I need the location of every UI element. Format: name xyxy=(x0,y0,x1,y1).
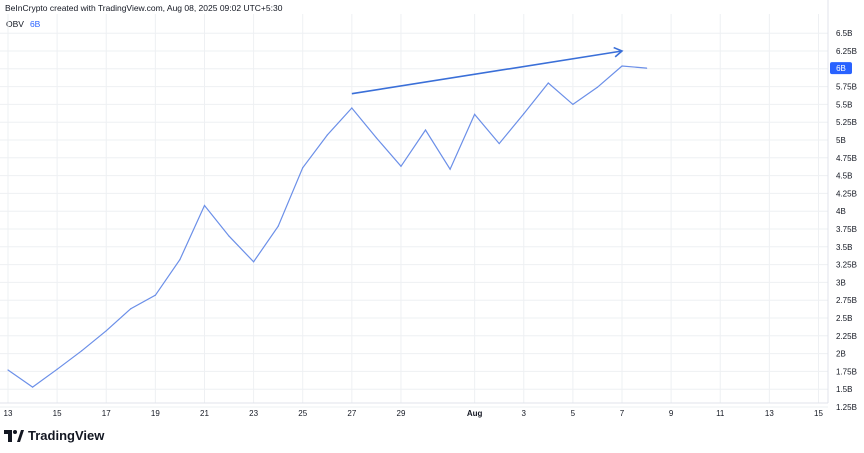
x-tick-label: 11 xyxy=(716,409,725,418)
data-point xyxy=(277,225,279,227)
chart-credit: BeInCrypto created with TradingView.com,… xyxy=(5,3,283,13)
y-tick-label: 1.25B xyxy=(836,403,857,412)
data-point xyxy=(498,142,500,145)
data-point xyxy=(424,129,427,131)
x-tick-label: 13 xyxy=(4,409,13,418)
x-tick-label: 13 xyxy=(765,409,774,418)
y-tick-label: 4.5B xyxy=(836,172,852,181)
y-tick-label: 4B xyxy=(836,207,846,216)
y-tick-label: 6.5B xyxy=(836,29,852,38)
indicator-legend[interactable]: OBV 6B xyxy=(6,19,40,29)
y-tick-label: 3.75B xyxy=(836,225,857,234)
data-point xyxy=(253,261,255,263)
data-point xyxy=(105,330,107,332)
data-point xyxy=(56,368,58,370)
x-tick-label: 9 xyxy=(669,409,674,418)
x-tick-label: 19 xyxy=(151,409,160,418)
tradingview-brand[interactable]: TradingView xyxy=(4,428,104,443)
y-tick-label: 6.25B xyxy=(836,47,857,56)
x-tick-label: 25 xyxy=(298,409,307,418)
data-point xyxy=(326,134,328,136)
y-tick-label: 3B xyxy=(836,278,846,287)
x-tick-label: 3 xyxy=(522,409,527,418)
x-tick-label: 23 xyxy=(249,409,258,418)
x-tick-label: 15 xyxy=(53,409,62,418)
y-tick-label: 2B xyxy=(836,350,846,359)
data-point xyxy=(474,113,476,115)
tradingview-logo-icon xyxy=(4,429,24,442)
obv-series-line xyxy=(7,65,647,388)
last-value-badge xyxy=(830,62,852,75)
x-tick-label: 15 xyxy=(814,409,823,418)
brand-name: TradingView xyxy=(28,428,105,443)
y-tick-label: 1.75B xyxy=(836,367,857,376)
data-point xyxy=(572,103,574,105)
indicator-name: OBV xyxy=(6,19,24,29)
data-point xyxy=(645,67,648,69)
data-point xyxy=(81,350,83,352)
data-point xyxy=(179,259,181,261)
y-tick-label: 3.5B xyxy=(836,243,852,252)
data-point xyxy=(154,294,156,296)
data-point xyxy=(547,82,549,84)
y-tick-label: 5B xyxy=(836,136,846,145)
x-tick-label: 27 xyxy=(347,409,356,418)
x-tick-label: Aug xyxy=(467,409,483,418)
y-tick-label: 3.25B xyxy=(836,261,857,270)
y-tick-label: 2.25B xyxy=(836,332,857,341)
data-point xyxy=(31,386,34,388)
x-tick-label: 21 xyxy=(200,409,209,418)
y-tick-label: 2.5B xyxy=(836,314,852,323)
y-tick-label: 4.25B xyxy=(836,189,857,198)
y-tick-label: 4.75B xyxy=(836,154,857,163)
data-point xyxy=(302,167,304,169)
y-tick-label: 5.75B xyxy=(836,83,857,92)
indicator-value: 6B xyxy=(29,19,41,29)
data-point xyxy=(7,369,9,371)
trend-arrow-head-icon xyxy=(613,46,624,58)
data-point xyxy=(375,137,377,139)
data-point xyxy=(621,65,623,67)
data-point xyxy=(203,204,206,207)
x-tick-label: 29 xyxy=(397,409,406,418)
data-point xyxy=(228,235,230,237)
y-tick-label: 2.75B xyxy=(836,296,857,305)
y-tick-label: 5.25B xyxy=(836,118,857,127)
y-tick-label: 1.5B xyxy=(836,385,852,394)
trend-arrow-line xyxy=(351,50,623,95)
data-point xyxy=(130,308,132,310)
x-tick-label: 7 xyxy=(620,409,625,418)
last-value-label: 6B xyxy=(836,64,846,73)
data-point xyxy=(351,107,353,109)
y-tick-label: 5.5B xyxy=(836,100,852,109)
x-tick-label: 17 xyxy=(102,409,111,418)
data-point xyxy=(400,165,402,167)
data-point xyxy=(449,168,451,170)
data-point xyxy=(523,113,525,115)
data-point xyxy=(596,86,599,88)
x-tick-label: 5 xyxy=(571,409,576,418)
